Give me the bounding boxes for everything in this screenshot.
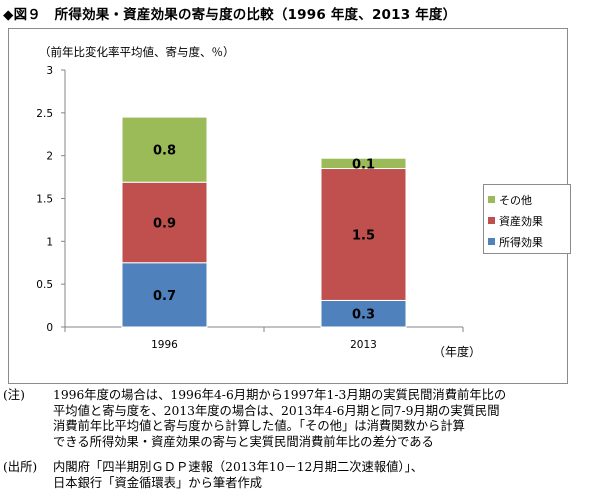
y-tick-label: 0.5 [36,279,53,291]
note-label: (注) [3,388,25,402]
notes-section: (注) 1996年度の場合は、1996年4-6月期から1997年1-3月期の実質… [3,388,588,491]
x-tick-label: 1996 [151,339,178,351]
y-tick-label: 3 [46,65,53,77]
chart-legend: その他資産効果所得効果 [483,184,571,254]
data-label: 0.3 [352,308,375,323]
legend-swatch [488,196,495,203]
legend-swatch [488,217,495,224]
legend-swatch [488,238,495,245]
note-line: 平均値と寄与度を、2013年度の場合は、2013年4-6月期と同7-9月期の実質… [53,403,500,418]
source-block: (出所) 内閣府「四半期別ＧＤＰ速報（2013年10－12月期二次速報値）」、日… [3,460,588,491]
legend-item: その他 [488,189,566,210]
y-tick-label: 1 [46,236,53,248]
x-tick-label: 2013 [350,339,377,351]
y-tick-label: 0 [46,322,53,334]
bar-segment [320,157,407,170]
y-tick-label: 2 [46,151,53,163]
bar-segment [121,262,208,328]
x-axis-label: （年度） [433,344,481,359]
y-tick-label: 2.5 [36,108,53,120]
note-line: 消費前年比平均値と寄与度から計算した値。「その他」は消費関数から計算 [53,419,465,433]
note-block: (注) 1996年度の場合は、1996年4-6月期から1997年1-3月期の実質… [3,388,588,450]
stacked-bar-chart: （前年比変化率平均値、寄与度、％） 0 0.5 1 1.5 2 2.5 3 0.7 0.9 0.8 1… [36,45,481,359]
figure-title: ◆図９ 所得効果・資産効果の寄与度の比較（1996 年度、2013 年度） [3,7,457,23]
data-label: 1.5 [352,228,375,243]
bar-segment [121,181,208,264]
legend-item: 所得効果 [488,231,566,252]
source-label: (出所) [3,460,38,474]
legend-label: 資産効果 [499,214,543,228]
note-line: できる所得効果・資産効果の寄与と実質民間消費前年比の差分である [53,434,434,449]
data-label: 0.8 [153,144,176,159]
source-text: 内閣府「四半期別ＧＤＰ速報（2013年10－12月期二次速報値）」、 日本銀行「資… [53,460,588,491]
note-text: 1996年度の場合は、1996年4-6月期から1997年1-3月期の実質民間消費… [53,388,588,450]
source-line: 内閣府「四半期別ＧＤＰ速報（2013年10－12月期二次速報値）」、 [53,460,424,474]
y-tick-label: 1.5 [36,194,53,206]
bar-segment [320,168,407,301]
data-label: 0.1 [352,157,375,172]
source-line: 日本銀行「資金循環表」から筆者作成 [53,475,263,490]
data-label: 0.7 [153,289,176,304]
legend-label: 所得効果 [499,235,543,249]
note-line: 1996年度の場合は、1996年4-6月期から1997年1-3月期の実質民間消費… [53,388,507,402]
legend-item: 資産効果 [488,210,566,231]
legend-label: その他 [499,193,532,207]
bar-segment [121,116,208,183]
bar-segment [320,299,407,328]
data-label: 0.9 [153,216,176,231]
chart-area: （前年比変化率平均値、寄与度、％） 0 0.5 1 1.5 2 2.5 3 0.7 0.9 0.8 1… [8,28,571,384]
y-axis-label: （前年比変化率平均値、寄与度、％） [39,45,235,59]
